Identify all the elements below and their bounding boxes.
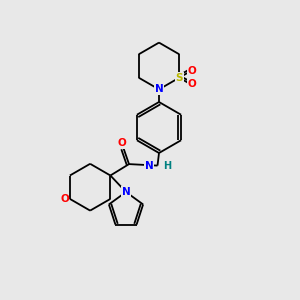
Text: N: N bbox=[122, 187, 130, 197]
Text: N: N bbox=[145, 160, 154, 171]
Text: N: N bbox=[154, 84, 164, 94]
Text: O: O bbox=[60, 194, 69, 204]
Text: H: H bbox=[163, 160, 171, 171]
Text: S: S bbox=[176, 73, 183, 83]
Text: O: O bbox=[188, 79, 197, 89]
Text: O: O bbox=[118, 138, 127, 148]
Text: O: O bbox=[188, 66, 197, 76]
